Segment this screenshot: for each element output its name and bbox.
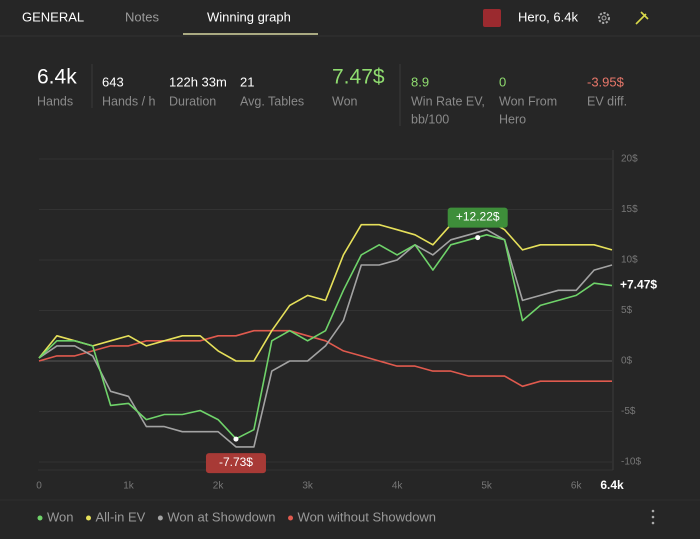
- legend-swatch: [37, 515, 43, 521]
- hero-color[interactable]: [483, 9, 501, 27]
- y-tick-label: -10$: [621, 457, 641, 468]
- plot: [38, 158, 613, 463]
- y-tick-label: 20$: [621, 154, 638, 165]
- x-tick-label: 6.4k: [600, 478, 624, 492]
- legend-label: Won without Showdown: [298, 509, 437, 524]
- stat-value: 8.9: [411, 74, 429, 89]
- y-tick-label: 15$: [621, 204, 638, 215]
- settings-icon[interactable]: [598, 12, 610, 24]
- x-tick-label: 0: [36, 481, 42, 492]
- y-tick-label: 0$: [621, 356, 633, 367]
- x-tick-label: 4k: [392, 481, 404, 492]
- stat-label: Won From: [499, 94, 557, 108]
- annotation-label: +12.22$: [456, 210, 500, 224]
- annotation-badge: [205, 453, 266, 474]
- series-line: [38, 234, 613, 440]
- tab[interactable]: Winning graph: [207, 9, 291, 24]
- hero-label[interactable]: Hero, 6.4k: [518, 9, 578, 24]
- stat-value: 643: [102, 74, 124, 89]
- stat-label: Hands / h: [102, 94, 156, 108]
- stat-value: 7.47$: [332, 66, 385, 89]
- x-tick-label: 3k: [302, 481, 314, 492]
- y-tick-label: 5$: [621, 305, 633, 316]
- stat-value: 0: [499, 74, 506, 89]
- legend-label: Won: [47, 509, 74, 524]
- stat-value: 21: [240, 74, 254, 89]
- annotation-point: [475, 235, 481, 241]
- legend-swatch: [288, 515, 294, 521]
- stat-label: Duration: [169, 94, 216, 108]
- legend-swatch: [157, 515, 163, 521]
- legend-label: Won at Showdown: [167, 509, 275, 524]
- stat-label: Hands: [37, 94, 73, 108]
- stat-label: Hero: [499, 112, 526, 126]
- series-line: [38, 228, 613, 448]
- legend-swatch: [86, 515, 91, 521]
- stat-label: Win Rate EV,: [411, 94, 485, 108]
- x-tick-label: 1k: [123, 481, 135, 492]
- annotation-label: -7.73$: [219, 455, 253, 469]
- final-value-label: +7.47$: [620, 278, 657, 292]
- x-tick-label: 2k: [213, 481, 225, 492]
- tab[interactable]: Notes: [125, 9, 159, 24]
- stat-label: Won: [332, 94, 358, 108]
- y-tick-label: 10$: [621, 255, 638, 266]
- x-tick-label: 5k: [481, 481, 493, 492]
- stat-label: EV diff.: [587, 94, 627, 108]
- stat-value: 122h 33m: [169, 74, 227, 89]
- stat-label: Avg. Tables: [240, 94, 304, 108]
- annotation-point: [233, 436, 239, 442]
- x-tick-label: 6k: [571, 481, 583, 492]
- tab[interactable]: GENERAL: [22, 9, 84, 24]
- stat-value: 6.4k: [37, 66, 77, 89]
- more-icon[interactable]: [651, 509, 655, 525]
- series-line: [38, 218, 613, 362]
- annotation-badge: [447, 207, 508, 228]
- stat-value: -3.95$: [587, 74, 625, 89]
- y-tick-label: -5$: [621, 406, 636, 417]
- stat-label: bb/100: [411, 112, 449, 126]
- legend-label: All-in EV: [96, 509, 146, 524]
- series-line: [38, 329, 612, 388]
- pin-icon[interactable]: [635, 11, 649, 25]
